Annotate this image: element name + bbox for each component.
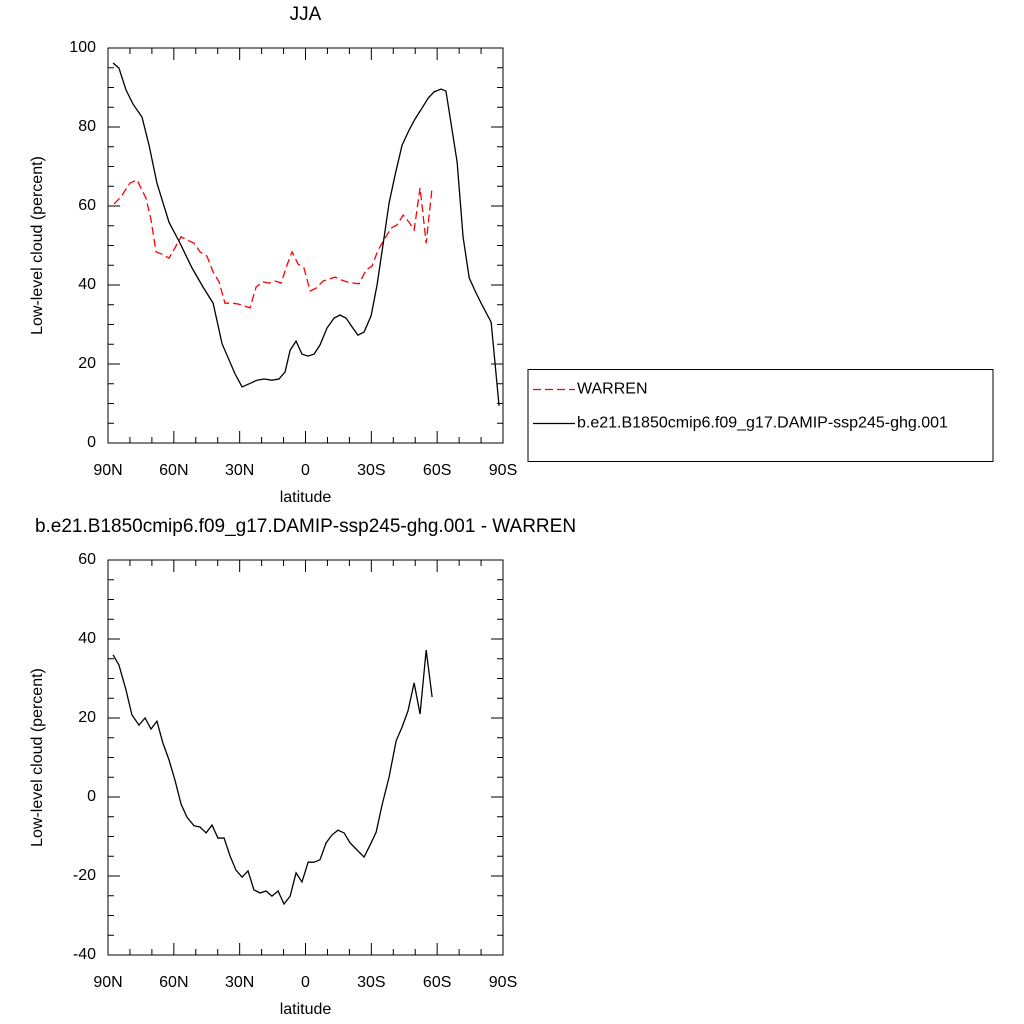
y-axis-label: Low-level cloud (percent) bbox=[29, 156, 46, 335]
x-tick-label: 60N bbox=[159, 462, 188, 479]
x-tick-label: 30N bbox=[225, 974, 254, 991]
x-tick-label: 30S bbox=[357, 974, 385, 991]
chart-title: b.e21.B1850cmip6.f09_g17.DAMIP-ssp245-gh… bbox=[35, 516, 576, 537]
x-axis-label: latitude bbox=[280, 1001, 332, 1018]
y-tick-label: 40 bbox=[78, 276, 96, 293]
y-tick-label: 100 bbox=[69, 39, 96, 56]
x-tick-label: 0 bbox=[301, 974, 310, 991]
y-tick-label: 20 bbox=[78, 709, 96, 726]
x-tick-label: 0 bbox=[301, 462, 310, 479]
x-tick-label: 90N bbox=[93, 974, 122, 991]
plot-frame bbox=[107, 559, 504, 956]
x-tick-label: 60N bbox=[159, 974, 188, 991]
chart-title: JJA bbox=[290, 4, 322, 25]
y-tick-label: -40 bbox=[73, 946, 96, 963]
y-tick-label: 0 bbox=[87, 434, 96, 451]
y-axis-label: Low-level cloud (percent) bbox=[29, 668, 46, 847]
plot-frame bbox=[107, 47, 504, 444]
legend-label: WARREN bbox=[577, 381, 648, 398]
y-tick-label: 60 bbox=[78, 197, 96, 214]
x-tick-label: 30S bbox=[357, 462, 385, 479]
y-tick-label: 60 bbox=[78, 551, 96, 568]
series-line bbox=[112, 62, 500, 406]
x-tick-label: 60S bbox=[423, 974, 451, 991]
y-tick-label: 20 bbox=[78, 355, 96, 372]
y-tick-label: 0 bbox=[87, 788, 96, 805]
y-tick-label: 80 bbox=[78, 118, 96, 135]
legend-label: b.e21.B1850cmip6.f09_g17.DAMIP-ssp245-gh… bbox=[577, 415, 948, 432]
y-tick-label: 40 bbox=[78, 630, 96, 647]
x-tick-label: 60S bbox=[423, 462, 451, 479]
y-tick-label: -20 bbox=[73, 867, 96, 884]
series-line bbox=[113, 179, 433, 309]
x-tick-label: 90S bbox=[489, 974, 517, 991]
legend-box bbox=[527, 369, 994, 462]
x-axis-label: latitude bbox=[280, 489, 332, 506]
x-tick-label: 90N bbox=[93, 462, 122, 479]
x-tick-label: 90S bbox=[489, 462, 517, 479]
x-tick-label: 30N bbox=[225, 462, 254, 479]
series-line bbox=[112, 649, 433, 906]
